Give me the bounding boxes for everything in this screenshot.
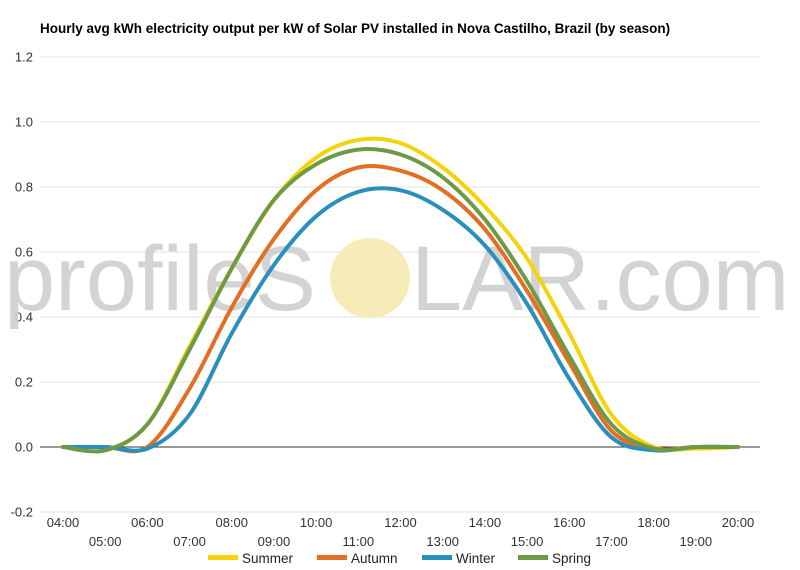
series-line-winter xyxy=(61,186,740,453)
watermark-sun-icon xyxy=(330,238,410,318)
legend-label: Summer xyxy=(242,551,294,566)
x-tick-label: 09:00 xyxy=(258,534,291,549)
y-tick-label: 0.0 xyxy=(15,440,33,455)
y-tick-label: 0.6 xyxy=(15,245,33,260)
legend-item-summer: Summer xyxy=(208,551,294,566)
watermark-right-text: LAR.com xyxy=(411,228,789,330)
x-tick-label: 08:00 xyxy=(215,515,248,530)
y-tick-label: 0.8 xyxy=(15,180,33,195)
x-axis-tick-labels: 04:00 05:00 06:00 07:00 08:00 09:00 10:00 11:00… xyxy=(47,515,755,549)
legend-swatch xyxy=(422,555,452,560)
x-tick-label: 16:00 xyxy=(553,515,586,530)
legend-item-autumn: Autumn xyxy=(317,551,398,566)
x-tick-label: 12:00 xyxy=(384,515,417,530)
y-tick-label: 1.2 xyxy=(15,50,33,65)
watermark: profileS LAR.com xyxy=(4,228,789,330)
x-tick-label: 06:00 xyxy=(131,515,164,530)
legend: Summer Autumn Winter Spring xyxy=(208,551,591,566)
x-tick-label: 13:00 xyxy=(426,534,459,549)
x-tick-label: 07:00 xyxy=(173,534,206,549)
legend-swatch xyxy=(208,555,238,560)
y-tick-label: 0.4 xyxy=(15,310,33,325)
legend-swatch xyxy=(518,555,548,560)
legend-swatch xyxy=(317,555,347,560)
x-tick-label: 14:00 xyxy=(469,515,502,530)
series-line-spring xyxy=(61,147,740,454)
legend-item-winter: Winter xyxy=(422,551,496,566)
legend-label: Spring xyxy=(552,551,591,566)
y-tick-label: 0.2 xyxy=(15,375,33,390)
x-tick-label: 04:00 xyxy=(47,515,80,530)
x-tick-label: 20:00 xyxy=(722,515,755,530)
y-tick-label: -0.2 xyxy=(11,505,33,520)
legend-label: Winter xyxy=(456,551,496,566)
y-tick-label: 1.0 xyxy=(15,115,33,130)
series-lines xyxy=(61,136,740,454)
x-tick-label: 18:00 xyxy=(637,515,670,530)
x-tick-label: 17:00 xyxy=(595,534,628,549)
chart-title: Hourly avg kWh electricity output per kW… xyxy=(40,21,670,36)
x-tick-label: 15:00 xyxy=(511,534,544,549)
x-tick-label: 11:00 xyxy=(343,534,375,549)
x-tick-label: 19:00 xyxy=(680,534,713,549)
legend-label: Autumn xyxy=(351,551,398,566)
x-tick-label: 05:00 xyxy=(89,534,122,549)
series-line-autumn xyxy=(61,164,740,454)
y-axis-tick-labels: -0.2 0.0 0.2 0.4 0.6 0.8 1.0 1.2 xyxy=(11,50,33,520)
legend-item-spring: Spring xyxy=(518,551,591,566)
x-tick-label: 10:00 xyxy=(300,515,333,530)
